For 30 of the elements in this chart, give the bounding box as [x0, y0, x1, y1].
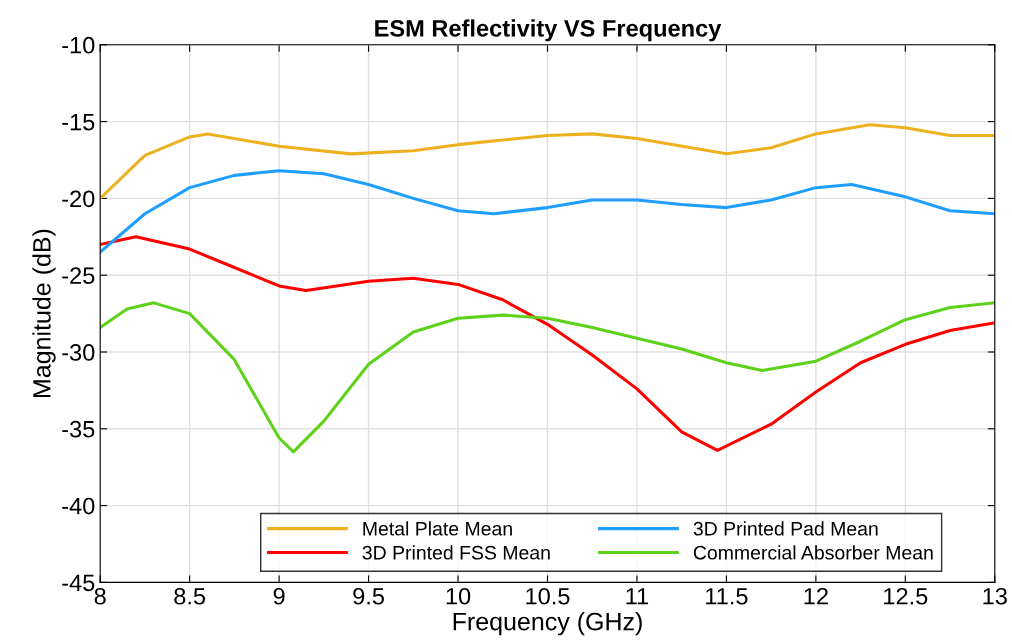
- y-tick-label: -45: [62, 574, 95, 592]
- x-tick-label: 9.5: [353, 587, 384, 605]
- line-series: [100, 301, 995, 454]
- x-tick-label: 12.5: [884, 587, 928, 605]
- x-tick-label: 11.5: [706, 588, 748, 605]
- y-axis-title: Magnitude (dB): [32, 229, 56, 397]
- y-tick-label: -40: [62, 497, 95, 515]
- x-tick-label: 13: [983, 587, 1007, 605]
- x-tick-label: 12: [804, 587, 828, 605]
- y-tick-label: -35: [62, 420, 95, 438]
- line-series: [100, 123, 995, 200]
- x-tick-label: 11: [626, 588, 649, 605]
- chart-title: ESM Reflectivity VS Frequency: [375, 19, 722, 42]
- legend-label: 3D Printed Pad Mean: [693, 521, 878, 536]
- x-tick-label: 8: [94, 587, 106, 605]
- y-tick-label: -10: [62, 36, 95, 54]
- legend-label: 3D Printed FSS Mean: [362, 545, 550, 560]
- y-tick-label: -25: [62, 267, 95, 284]
- y-tick-label: -20: [62, 190, 95, 208]
- legend-label: Commercial Absorber Mean: [693, 545, 933, 560]
- x-tick-label: 9: [273, 587, 285, 605]
- line-series: [100, 235, 995, 452]
- line-series: [100, 169, 995, 254]
- x-tick-label: 10: [446, 587, 471, 605]
- legend-label: Metal Plate Mean: [363, 521, 512, 536]
- y-tick-label: -15: [62, 113, 95, 131]
- y-tick-label: -30: [62, 344, 95, 361]
- x-axis-title: Frequency (GHz): [453, 612, 642, 636]
- x-tick-label: 8.5: [174, 587, 206, 605]
- x-tick-label: 10.5: [526, 587, 570, 605]
